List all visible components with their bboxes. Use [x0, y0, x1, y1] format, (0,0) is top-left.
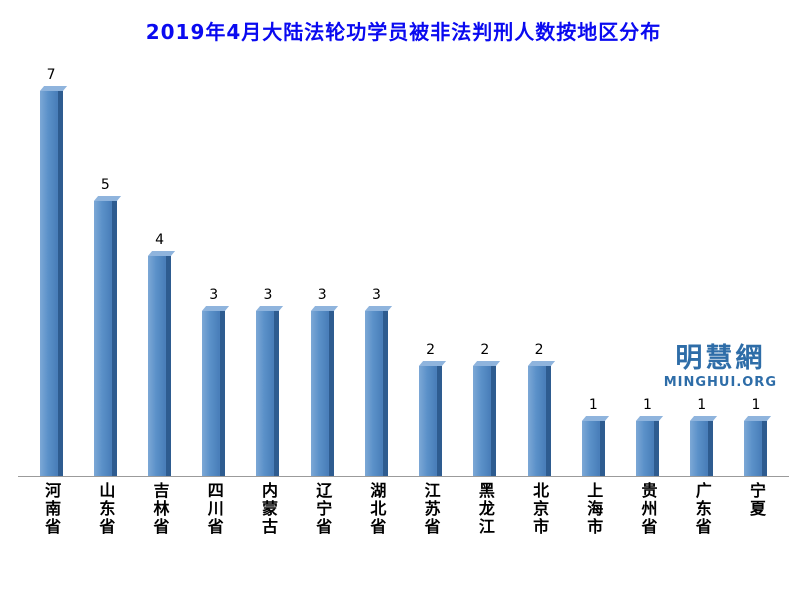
category-label: 黑龙江 [475, 482, 495, 536]
category-label-cell: 贵州省 [620, 482, 674, 558]
bar-column: 1 [675, 397, 729, 476]
bar-column: 4 [132, 232, 186, 476]
chart-title: 2019年4月大陆法轮功学员被非法判刑人数按地区分布 [145, 20, 662, 44]
bar-column: 2 [458, 342, 512, 476]
bar [744, 421, 768, 476]
category-labels-row: 河南省 山东省 吉林省 四川省 内蒙古 辽宁省 湖北省 江苏省 黑龙江 北京市 上海市 贵州省 广东省 宁… [18, 482, 789, 558]
category-label: 辽宁省 [313, 482, 333, 536]
bar-value-label: 2 [534, 342, 544, 358]
category-label: 江苏省 [421, 482, 441, 536]
bar [581, 421, 605, 476]
bar [419, 366, 443, 476]
bar-value-label: 7 [46, 67, 56, 83]
bar [636, 421, 660, 476]
bar-column: 3 [187, 287, 241, 476]
bar [148, 256, 172, 476]
bar [527, 366, 551, 476]
category-label: 山东省 [96, 482, 116, 536]
watermark: 明慧網 MINGHUI.ORG [664, 344, 777, 390]
category-label-cell: 内蒙古 [241, 482, 295, 558]
bar-column: 7 [24, 67, 78, 476]
category-label-cell: 北京市 [512, 482, 566, 558]
bar-value-label: 1 [643, 397, 652, 413]
bar-value-label: 2 [480, 342, 490, 358]
bar-value-label: 3 [209, 287, 219, 303]
bar-value-label: 5 [100, 177, 110, 193]
bar-value-label: 3 [371, 287, 381, 303]
category-label-cell: 山东省 [78, 482, 132, 558]
bar-value-label: 2 [426, 342, 436, 358]
category-label: 吉林省 [150, 482, 170, 536]
bar-value-label: 3 [317, 287, 327, 303]
category-label: 河南省 [42, 482, 62, 536]
category-label-cell: 辽宁省 [295, 482, 349, 558]
bar-value-label: 1 [751, 397, 761, 413]
category-label-cell: 河南省 [24, 482, 78, 558]
bar-value-label: 3 [263, 287, 273, 303]
category-label-cell: 湖北省 [349, 482, 403, 558]
category-label: 北京市 [530, 482, 550, 536]
bar-column: 1 [729, 397, 783, 476]
bar-column: 3 [295, 287, 349, 476]
category-label: 四川省 [204, 482, 224, 536]
bar [93, 201, 117, 476]
bar [364, 311, 388, 476]
bar-column: 3 [349, 287, 403, 476]
chart-page: 2019年4月大陆法轮功学员被非法判刑人数按地区分布 明慧網 MINGHUI.O… [0, 16, 807, 593]
bar-column: 3 [241, 287, 295, 476]
category-label-cell: 四川省 [187, 482, 241, 558]
category-label-cell: 上海市 [566, 482, 620, 558]
category-label: 上海市 [584, 482, 604, 536]
bars-container: 明慧網 MINGHUI.ORG 7 5 4 3 3 3 3 2 2 2 1 1 1 1 [18, 55, 789, 477]
category-label-cell: 宁夏 [729, 482, 783, 558]
category-label: 湖北省 [367, 482, 387, 536]
bar [473, 366, 497, 476]
bar-value-label: 1 [697, 397, 707, 413]
bar-column: 1 [566, 397, 620, 476]
bar-value-label: 1 [588, 397, 598, 413]
bar [690, 421, 714, 476]
plot-area: 明慧網 MINGHUI.ORG 7 5 4 3 3 3 3 2 2 2 1 1 1 1 河南省 山东省 吉林省… [18, 55, 789, 558]
bar-column: 2 [512, 342, 566, 476]
category-label-cell: 吉林省 [132, 482, 186, 558]
category-label-cell: 黑龙江 [458, 482, 512, 558]
category-label: 广东省 [692, 482, 712, 536]
bar [256, 311, 280, 476]
bar-column: 1 [620, 397, 674, 476]
bar-value-label: 4 [155, 232, 164, 248]
category-label-cell: 江苏省 [404, 482, 458, 558]
category-label: 内蒙古 [258, 482, 278, 536]
bar [310, 311, 334, 476]
bar [202, 311, 226, 476]
category-label-cell: 广东省 [675, 482, 729, 558]
watermark-logo-text: 明慧網 [675, 343, 766, 375]
category-label: 贵州省 [638, 482, 658, 536]
bar-column: 5 [78, 177, 132, 476]
category-label: 宁夏 [746, 482, 766, 518]
bar [39, 91, 63, 476]
bar-column: 2 [404, 342, 458, 476]
watermark-site-text: MINGHUI.ORG [663, 374, 777, 390]
